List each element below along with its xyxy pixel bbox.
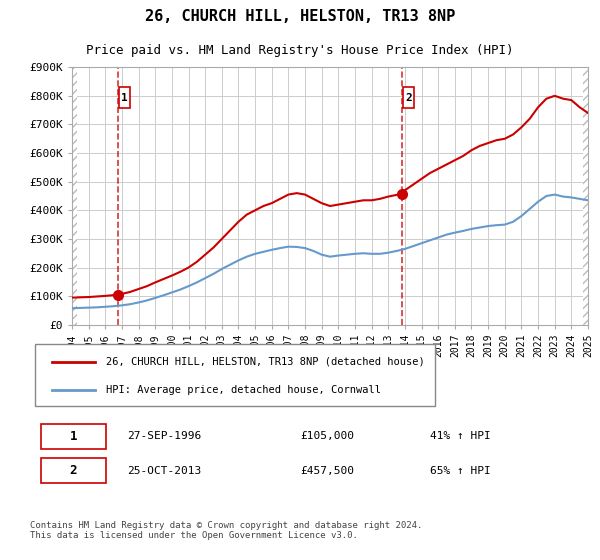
Text: 1: 1 [70, 430, 77, 443]
Text: 41% ↑ HPI: 41% ↑ HPI [430, 431, 490, 441]
Text: 65% ↑ HPI: 65% ↑ HPI [430, 466, 490, 476]
Text: 26, CHURCH HILL, HELSTON, TR13 8NP (detached house): 26, CHURCH HILL, HELSTON, TR13 8NP (deta… [106, 357, 424, 367]
Text: 2: 2 [70, 464, 77, 477]
FancyBboxPatch shape [403, 86, 413, 109]
Text: Price paid vs. HM Land Registry's House Price Index (HPI): Price paid vs. HM Land Registry's House … [86, 44, 514, 57]
Text: 26, CHURCH HILL, HELSTON, TR13 8NP: 26, CHURCH HILL, HELSTON, TR13 8NP [145, 10, 455, 24]
Text: £457,500: £457,500 [300, 466, 354, 476]
Text: HPI: Average price, detached house, Cornwall: HPI: Average price, detached house, Corn… [106, 385, 380, 395]
Text: Contains HM Land Registry data © Crown copyright and database right 2024.
This d: Contains HM Land Registry data © Crown c… [30, 521, 422, 540]
FancyBboxPatch shape [119, 86, 130, 109]
Text: 2: 2 [405, 92, 412, 102]
FancyBboxPatch shape [41, 458, 106, 483]
Text: 25-OCT-2013: 25-OCT-2013 [127, 466, 202, 476]
FancyBboxPatch shape [35, 344, 435, 406]
Text: £105,000: £105,000 [300, 431, 354, 441]
FancyBboxPatch shape [41, 424, 106, 449]
Text: 27-SEP-1996: 27-SEP-1996 [127, 431, 202, 441]
Text: 1: 1 [121, 92, 128, 102]
